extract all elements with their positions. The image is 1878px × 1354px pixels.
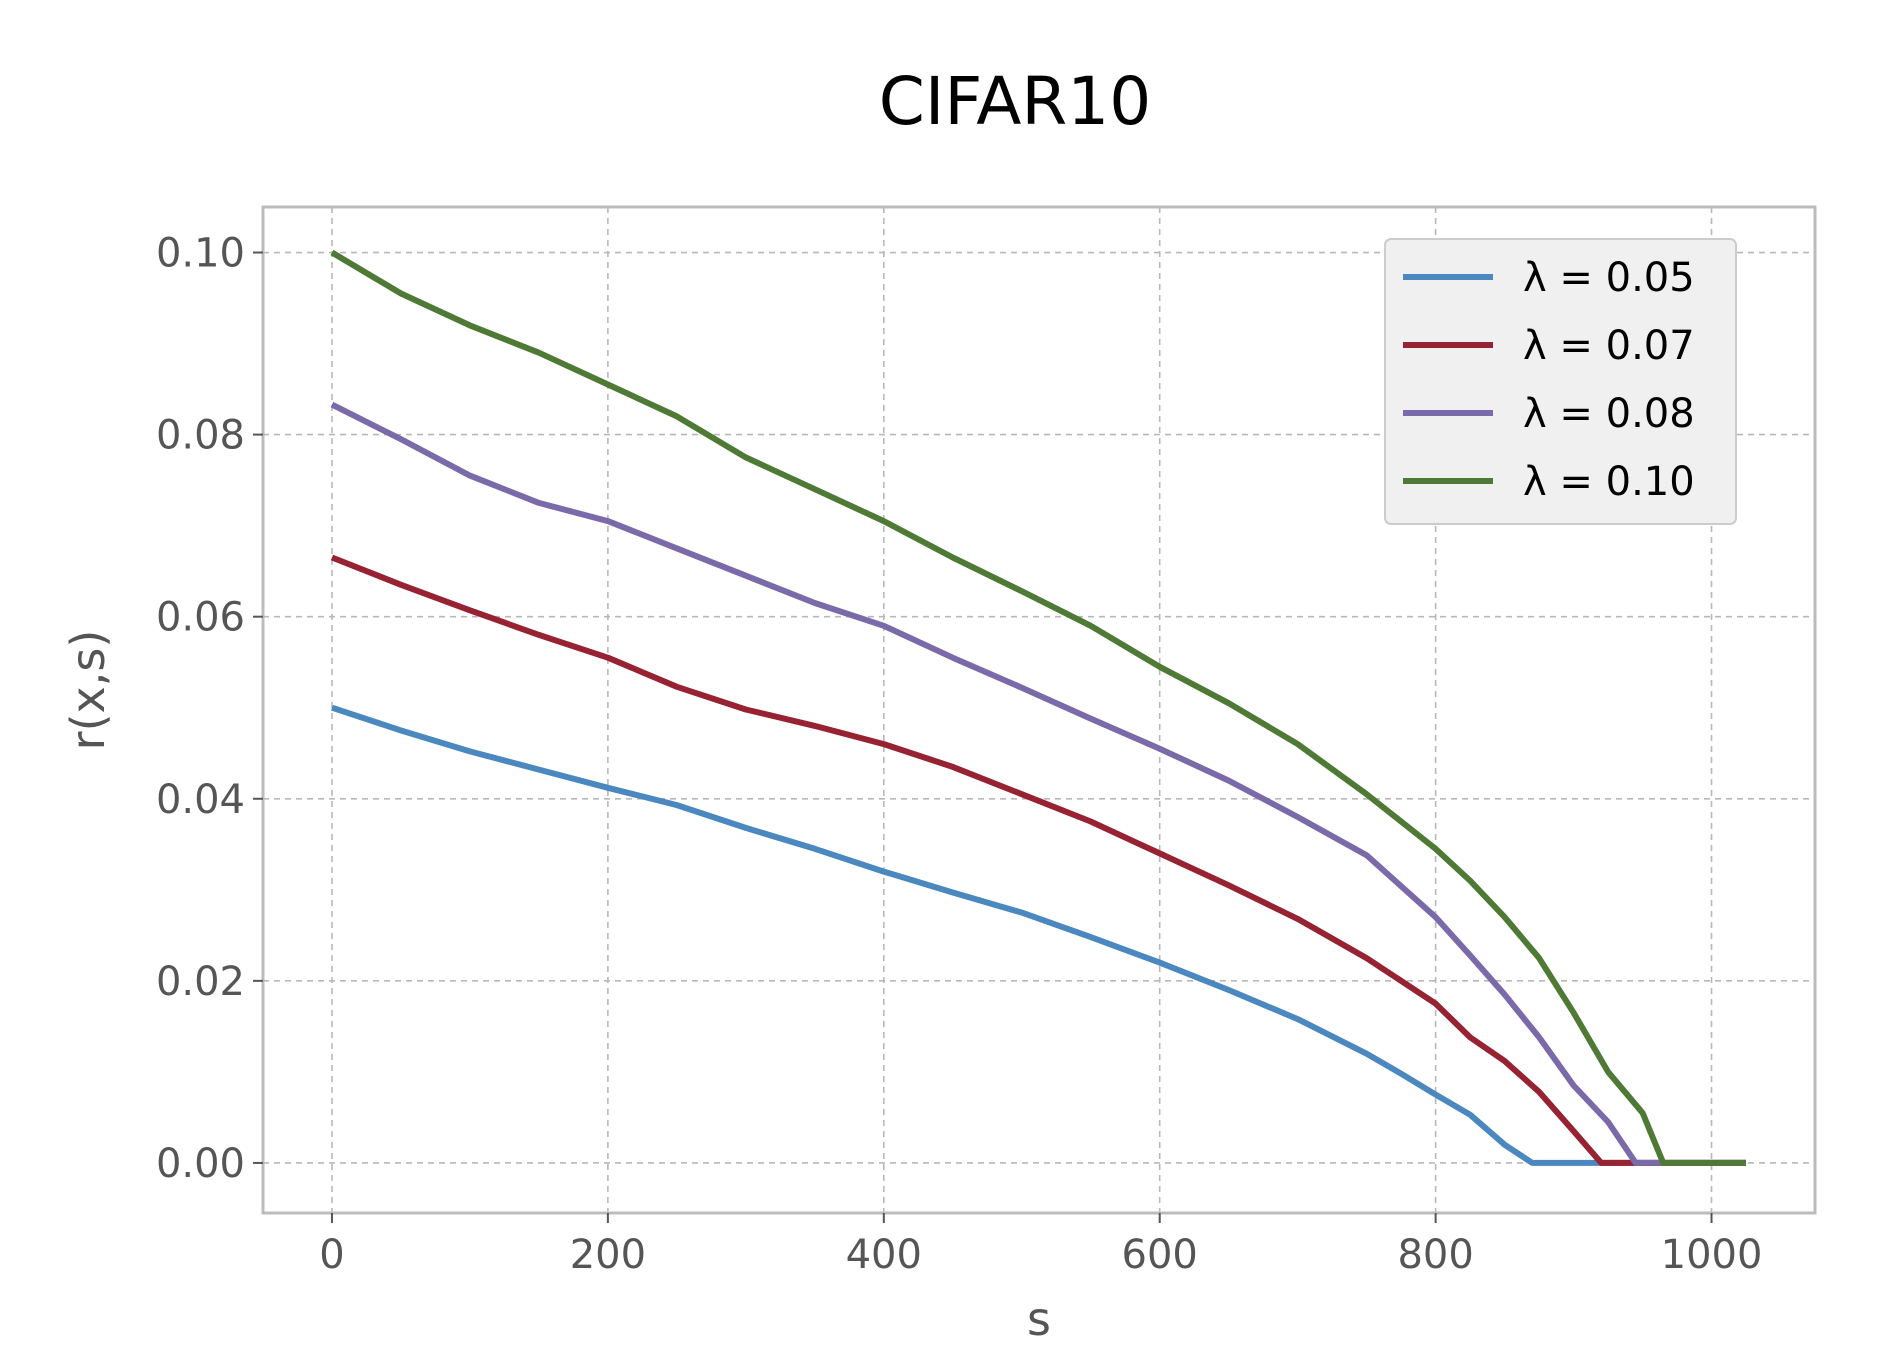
legend-items: λ = 0.05 λ = 0.07 λ = 0.08 λ = 0.10	[1403, 255, 1695, 505]
x-axis-label: s	[1027, 1292, 1051, 1346]
x-tick-label: 1000	[1661, 1232, 1763, 1278]
y-tick-label: 0.04	[156, 777, 245, 823]
legend-label-0: λ = 0.05	[1523, 255, 1695, 301]
legend: λ = 0.05 λ = 0.07 λ = 0.08 λ = 0.10	[1384, 238, 1737, 525]
series-line-3	[330, 249, 1746, 1166]
grid-layer	[263, 207, 1815, 1213]
legend-label-2: λ = 0.08	[1523, 391, 1695, 437]
y-axis-label: r(x,s)	[61, 630, 115, 751]
y-tick-label: 0.08	[156, 413, 245, 459]
y-tick-label: 0.06	[156, 595, 245, 641]
x-tick-label: 800	[1397, 1232, 1473, 1278]
x-tick-label: 400	[846, 1232, 922, 1278]
y-tick-label: 0.02	[156, 959, 245, 1005]
series-line-0	[331, 704, 1746, 1166]
y-tick-label: 0.10	[156, 231, 245, 277]
tick-layer: 0 200 400 600 800 1000 0.00 0.02 0.04 0.06 0.08 0.1…	[156, 231, 1762, 1278]
legend-box	[1384, 238, 1737, 525]
series-layer	[330, 249, 1746, 1166]
x-tick-label: 200	[570, 1232, 646, 1278]
chart-title: CIFAR10	[879, 63, 1151, 140]
y-tick-label: 0.00	[156, 1141, 245, 1187]
legend-label-1: λ = 0.07	[1523, 323, 1695, 369]
x-tick-label: 600	[1122, 1232, 1198, 1278]
series-line-1	[330, 554, 1746, 1166]
series-line-2	[330, 401, 1746, 1166]
legend-label-3: λ = 0.10	[1523, 459, 1695, 505]
x-tick-label: 0	[319, 1232, 344, 1278]
plot-frame	[261, 205, 1817, 1215]
